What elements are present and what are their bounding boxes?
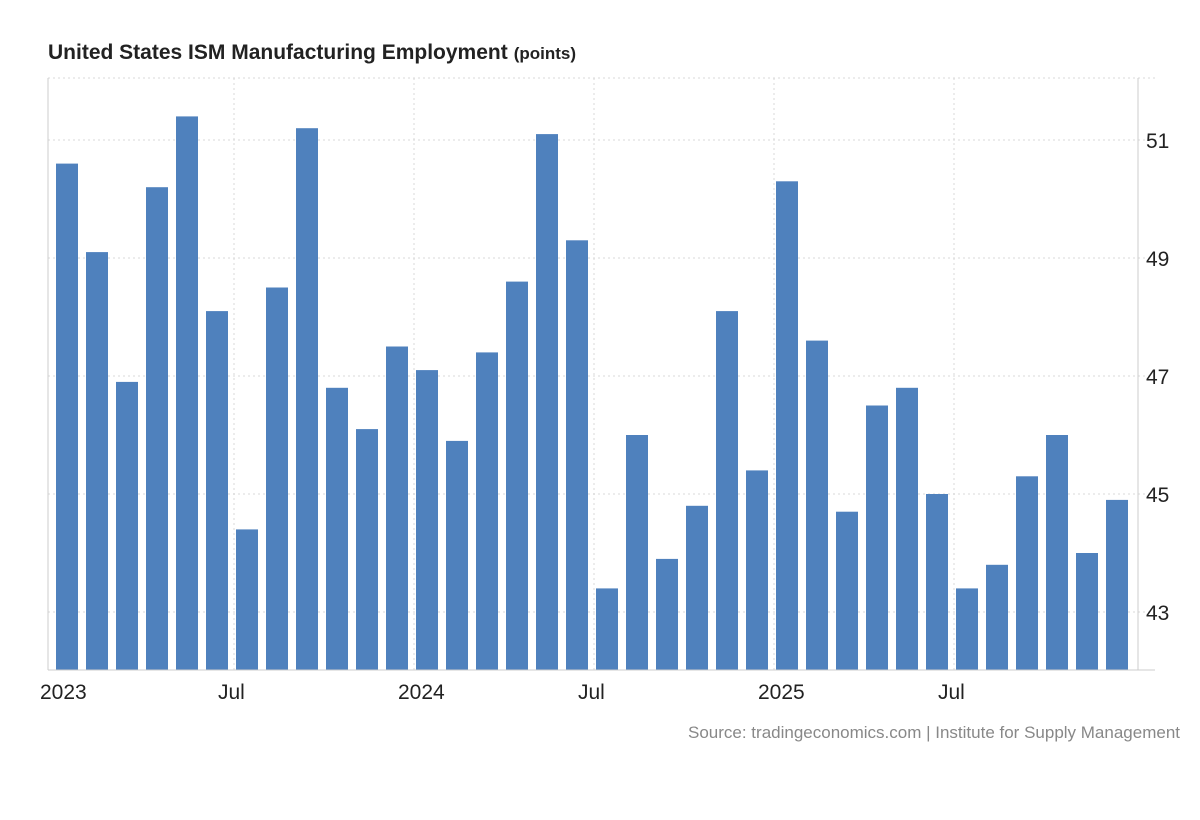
bar-feb-2023 bbox=[86, 252, 108, 670]
bar-sep-2024 bbox=[656, 558, 678, 670]
x-tick-label-0: 2023 bbox=[40, 681, 87, 704]
axes bbox=[47, 78, 1155, 671]
bar-aug-2023 bbox=[266, 287, 288, 670]
chart-title-unit: (points) bbox=[514, 44, 576, 63]
bar-apr-2023 bbox=[146, 187, 168, 670]
bar-feb-2024 bbox=[446, 440, 468, 670]
bar-oct-2024 bbox=[686, 505, 708, 670]
bar-nov-2025 bbox=[1076, 553, 1098, 670]
y-tick-label-45: 45 bbox=[1146, 484, 1169, 507]
bar-dec-2024 bbox=[746, 470, 768, 670]
bar-sep-2025 bbox=[1016, 476, 1038, 670]
tick-labels: 43 45 47 49 51 2023 Jul 2024 Jul 2025 Jul bbox=[40, 130, 1169, 704]
bar-dec-2025 bbox=[1106, 499, 1128, 670]
bar-jan-2025 bbox=[776, 181, 798, 671]
bar-jun-2023 bbox=[206, 311, 228, 670]
bar-mar-2025 bbox=[836, 511, 858, 670]
bar-jan-2024 bbox=[416, 370, 438, 670]
gridlines bbox=[48, 77, 1155, 670]
x-tick-label-2: 2024 bbox=[398, 681, 445, 704]
y-tick-label-47: 47 bbox=[1146, 366, 1169, 389]
y-tick-label-43: 43 bbox=[1146, 602, 1169, 625]
bar-apr-2024 bbox=[506, 281, 528, 670]
x-tick-label-4: 2025 bbox=[758, 681, 805, 704]
x-tick-label-3: Jul bbox=[578, 681, 605, 704]
bar-oct-2025 bbox=[1046, 435, 1068, 670]
x-tick-label-1: Jul bbox=[218, 681, 245, 704]
bar-oct-2023 bbox=[326, 387, 348, 670]
y-tick-label-49: 49 bbox=[1146, 248, 1169, 271]
bar-jul-2025 bbox=[956, 588, 978, 670]
bar-jan-2023 bbox=[56, 163, 78, 670]
bar-jul-2023 bbox=[236, 529, 258, 670]
bar-jun-2025 bbox=[926, 494, 948, 670]
bars bbox=[56, 116, 1128, 671]
bar-jun-2024 bbox=[566, 240, 588, 671]
x-tick-label-5: Jul bbox=[938, 681, 965, 704]
bar-mar-2023 bbox=[116, 381, 138, 670]
bar-jul-2024 bbox=[596, 588, 618, 670]
bar-nov-2024 bbox=[716, 311, 738, 670]
bar-sep-2023 bbox=[296, 128, 318, 670]
bar-aug-2024 bbox=[626, 435, 648, 670]
chart-title: United States ISM Manufacturing Employme… bbox=[48, 41, 576, 64]
y-tick-label-51: 51 bbox=[1146, 130, 1169, 153]
bar-mar-2024 bbox=[476, 352, 498, 670]
bar-may-2023 bbox=[176, 116, 198, 670]
chart-title-main: United States ISM Manufacturing Employme… bbox=[48, 41, 508, 64]
bar-may-2025 bbox=[896, 387, 918, 670]
bar-dec-2023 bbox=[386, 346, 408, 670]
bar-nov-2023 bbox=[356, 429, 378, 670]
bar-apr-2025 bbox=[866, 405, 888, 670]
bar-aug-2025 bbox=[986, 564, 1008, 670]
bar-may-2024 bbox=[536, 134, 558, 671]
source-note: Source: tradingeconomics.com | Institute… bbox=[688, 723, 1180, 742]
bar-feb-2025 bbox=[806, 340, 828, 670]
